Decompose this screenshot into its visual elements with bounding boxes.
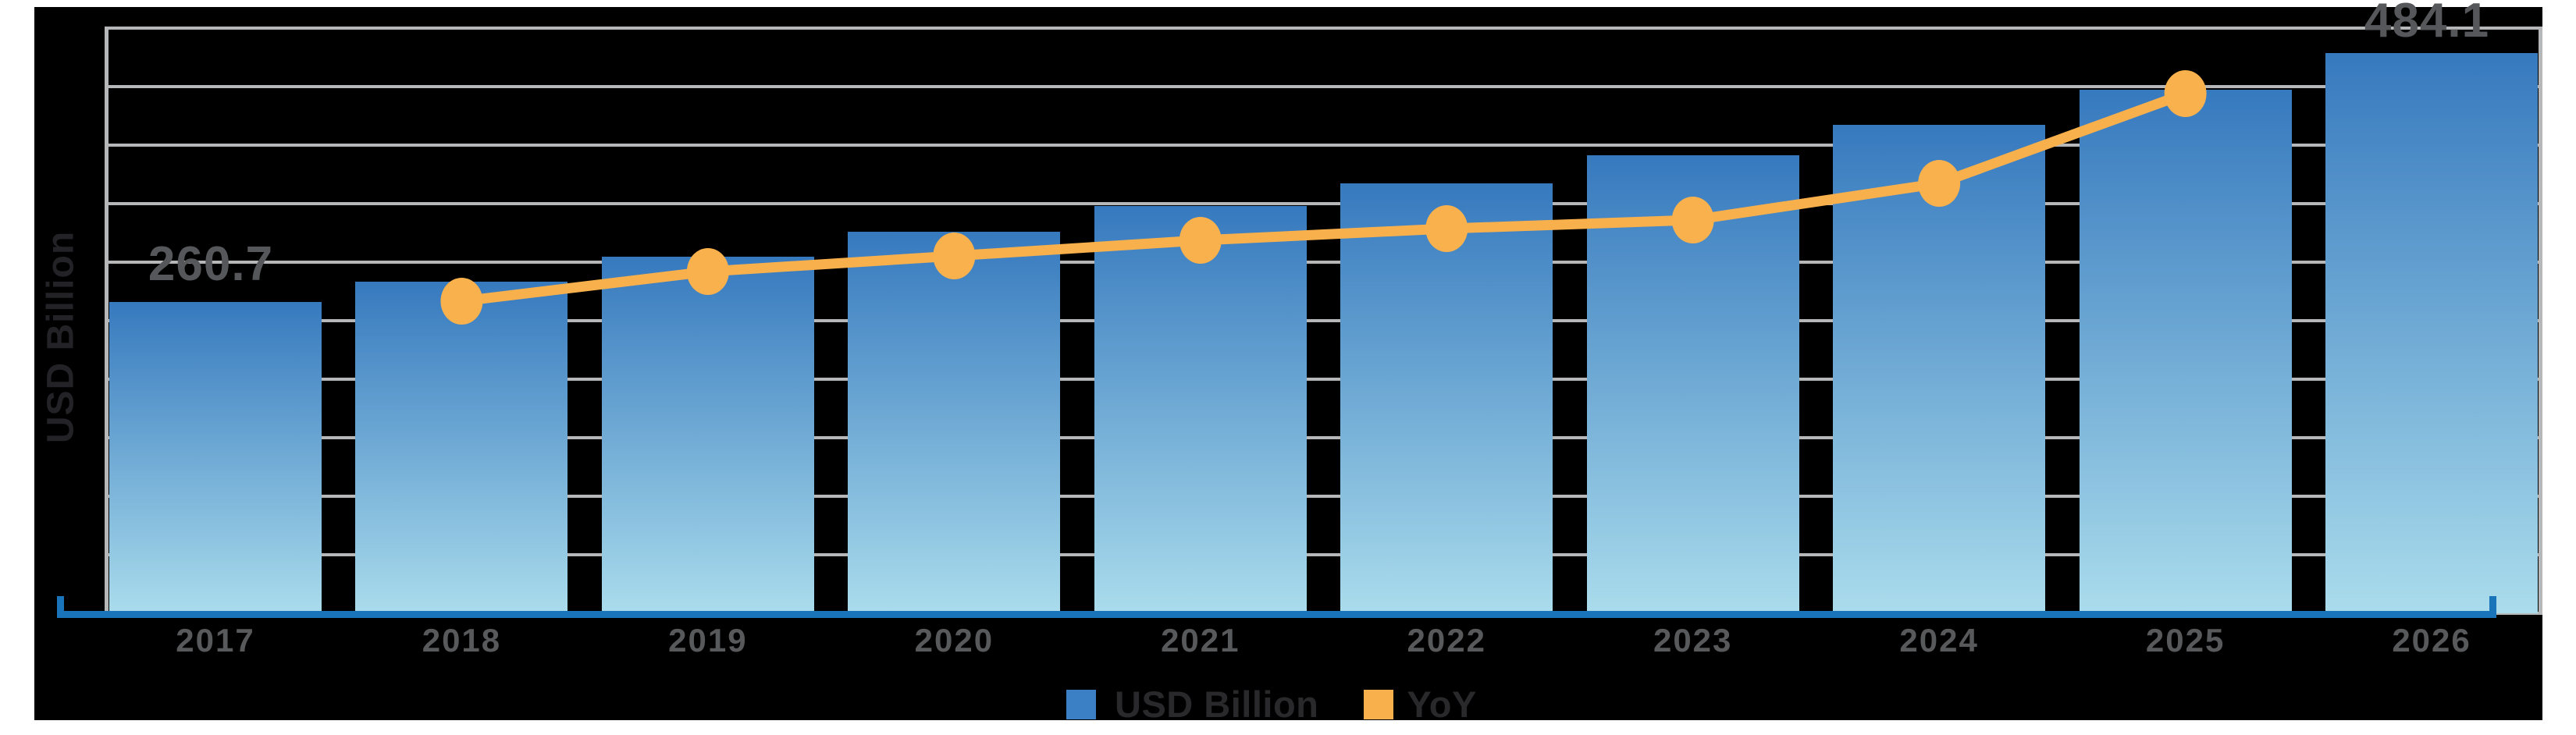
- x-axis-label-2021: 2021: [1161, 622, 1240, 659]
- bar-2018: [355, 282, 568, 613]
- gridline: [105, 27, 2542, 30]
- legend-label-usd-billion: USD Billion: [1115, 684, 1319, 725]
- gridline: [105, 436, 2542, 439]
- bar-2019: [601, 257, 814, 613]
- x-axis-label-2025: 2025: [2145, 622, 2226, 659]
- x-axis-label-2022: 2022: [1407, 622, 1486, 659]
- bar-2026: [2325, 53, 2539, 613]
- x-axis-label-2026: 2026: [2392, 622, 2471, 659]
- gridline: [105, 319, 2542, 322]
- x-axis-label-2024: 2024: [1899, 622, 1979, 659]
- plot-left-border: [105, 27, 109, 612]
- legend-swatch-yoy: [1364, 690, 1394, 719]
- gridline: [105, 495, 2542, 498]
- bar-2022: [1340, 183, 1553, 613]
- bar-value-label-2026: 484.1: [2364, 0, 2490, 48]
- x-axis-label-2019: 2019: [668, 622, 748, 659]
- bar-2020: [848, 232, 1061, 613]
- gridline: [105, 553, 2542, 556]
- gridline: [105, 85, 2542, 88]
- x-axis-label-2023: 2023: [1653, 622, 1733, 659]
- legend: USD Billion YoY: [1066, 684, 1477, 725]
- bar-2017: [109, 302, 322, 613]
- x-axis-left-cap: [57, 596, 64, 618]
- bar-2023: [1586, 155, 1799, 613]
- legend-label-yoy: YoY: [1407, 684, 1477, 725]
- x-axis-right-cap: [2489, 596, 2496, 618]
- x-axis-label-2018: 2018: [422, 622, 502, 659]
- bar-2021: [1094, 206, 1307, 613]
- plot-right-border: [2539, 27, 2542, 612]
- x-axis-line: [57, 611, 2496, 618]
- x-axis-label-2017: 2017: [176, 622, 255, 659]
- bar-2025: [2079, 90, 2292, 613]
- bar-value-label-2017: 260.7: [148, 237, 274, 291]
- legend-swatch-usd-billion: [1066, 690, 1096, 719]
- x-axis-label-2020: 2020: [914, 622, 994, 659]
- gridline: [105, 378, 2542, 381]
- y-axis-title: USD Billion: [40, 230, 82, 444]
- bar-2024: [1833, 125, 2046, 613]
